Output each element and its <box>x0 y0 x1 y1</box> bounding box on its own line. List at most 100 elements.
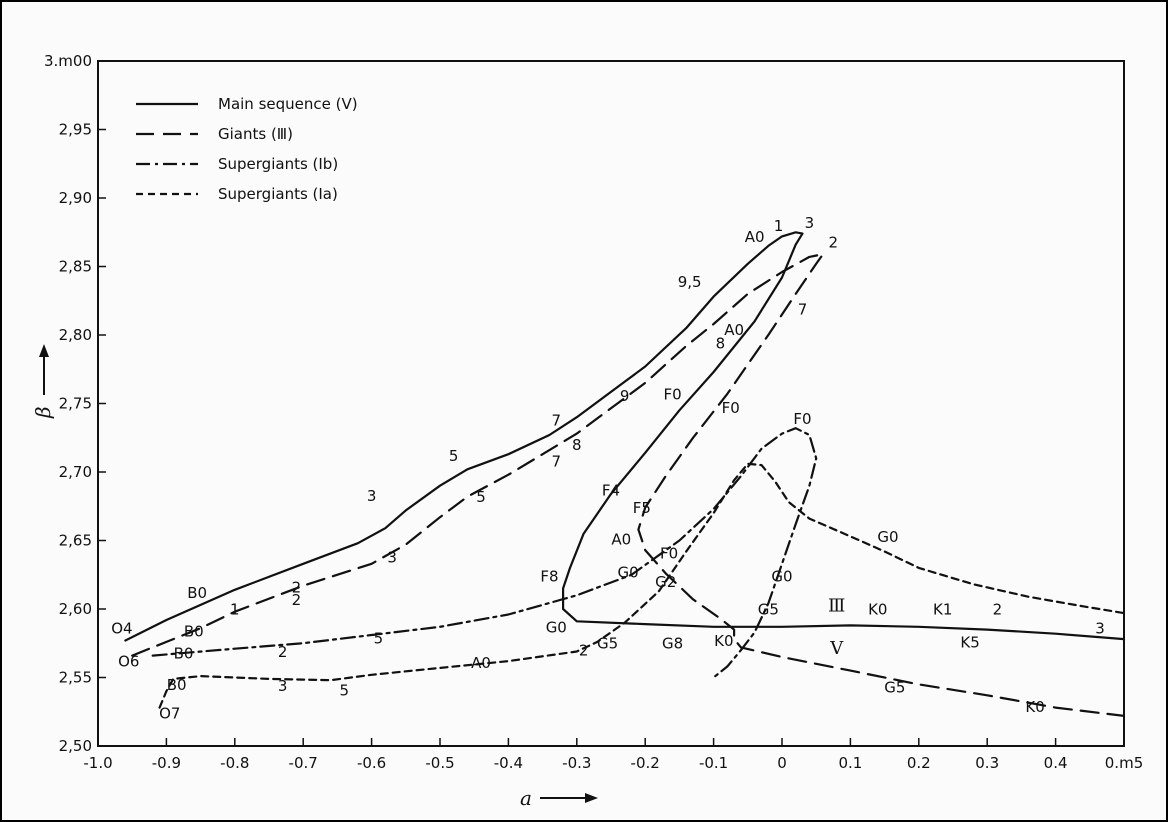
point-label: G0 <box>771 568 792 586</box>
point-label: 3 <box>387 548 397 566</box>
point-label: G0 <box>877 528 898 546</box>
x-tick-label: 0.1 <box>838 754 862 772</box>
point-label: 9 <box>620 387 630 405</box>
point-label: 2 <box>292 591 302 609</box>
point-label: 7 <box>552 411 562 429</box>
point-label: K0 <box>1025 698 1044 716</box>
legend: Main sequence (Ⅴ) Giants (Ⅲ) Supergiants (… <box>136 95 358 203</box>
x-tick-label: -0.4 <box>494 754 523 772</box>
point-label: 3 <box>805 214 815 232</box>
y-tick-label: 2,80 <box>59 326 92 344</box>
series-line-4 <box>158 462 1126 709</box>
region-label: Ⅲ <box>828 596 845 617</box>
point-label: F0 <box>722 399 740 417</box>
y-axis-arrowhead <box>39 344 49 357</box>
series-line-3 <box>151 427 818 679</box>
x-tick-label: -0.5 <box>425 754 454 772</box>
point-label: G5 <box>758 600 779 618</box>
point-label: 7 <box>798 300 808 318</box>
point-label: F5 <box>633 499 651 517</box>
legend-label: Main sequence (Ⅴ) <box>218 95 358 113</box>
series-line-1 <box>124 231 1126 642</box>
point-label: 5 <box>339 681 349 699</box>
point-label: 3 <box>367 487 377 505</box>
point-label: O7 <box>159 705 180 723</box>
point-label: K5 <box>960 633 979 651</box>
point-label: G0 <box>618 563 639 581</box>
x-tick-label: 0.3 <box>975 754 999 772</box>
point-label: G5 <box>884 679 905 697</box>
y-tick-label: 2,90 <box>59 189 92 207</box>
legend-label: Supergiants (Ⅰb) <box>218 155 338 173</box>
point-label: 2 <box>579 642 589 660</box>
x-axis-label: a <box>520 786 532 810</box>
axes-frame: -1.0 -0.9 -0.8 -0.7 -0.6 -0.5 -0.4 -0.3 -0.2 -0.1… <box>44 52 1143 772</box>
point-label: O6 <box>118 653 139 671</box>
x-tick-label: 0.m5 <box>1105 754 1143 772</box>
point-label: 3 <box>278 677 288 695</box>
point-label: F4 <box>602 481 620 499</box>
x-tick-label: 0.4 <box>1044 754 1068 772</box>
point-label: 1 <box>774 217 784 235</box>
y-tick-label: 3.m00 <box>44 52 92 70</box>
point-label: F8 <box>540 568 558 586</box>
point-label: B0 <box>167 676 187 694</box>
legend-label: Giants (Ⅲ) <box>218 125 293 143</box>
point-label: 5 <box>476 488 486 506</box>
x-tick-label: -0.6 <box>357 754 386 772</box>
x-axis-arrowhead <box>585 793 598 803</box>
point-label: 8 <box>572 436 582 454</box>
x-tick-label: -0.3 <box>562 754 591 772</box>
point-label: G5 <box>597 635 618 653</box>
point-label: 2 <box>292 579 302 597</box>
y-tick-label: 2,85 <box>59 258 92 276</box>
series-group <box>124 231 1126 717</box>
point-label: 5 <box>449 447 459 465</box>
x-tick-label: -0.9 <box>152 754 181 772</box>
legend-label: Supergiants (Ⅰa) <box>218 185 338 203</box>
point-label: 8 <box>716 335 726 353</box>
x-tick-label: 0 <box>777 754 787 772</box>
point-label: 5 <box>374 629 384 647</box>
point-label: A0 <box>611 531 631 549</box>
y-tick-label: 2,70 <box>59 463 92 481</box>
point-label: 2 <box>993 600 1003 618</box>
point-label: G2 <box>655 573 676 591</box>
point-label: 1 <box>230 600 240 618</box>
y-tick-label: 2,60 <box>59 600 92 618</box>
x-tick-label: 0.2 <box>907 754 931 772</box>
y-tick-label: 2,95 <box>59 121 92 139</box>
point-label: O4 <box>111 620 132 638</box>
point-label: F0 <box>663 385 681 403</box>
point-label: 9,5 <box>678 273 702 291</box>
point-label: K1 <box>933 600 952 618</box>
point-label: K0 <box>714 632 733 650</box>
point-label: 7 <box>552 453 562 471</box>
point-label: A0 <box>745 228 765 246</box>
point-label: K0 <box>868 600 887 618</box>
y-tick-label: 2,65 <box>59 532 92 550</box>
x-tick-label: -0.2 <box>631 754 660 772</box>
point-label: 2 <box>278 643 288 661</box>
y-tick-label: 2,50 <box>59 737 92 755</box>
y-tick-label: 2,55 <box>59 669 92 687</box>
point-label: F0 <box>660 544 678 562</box>
point-label: G8 <box>662 635 683 653</box>
series-line-2 <box>131 253 1126 717</box>
point-label: A0 <box>471 654 491 672</box>
point-label: G0 <box>546 618 567 636</box>
point-label: B0 <box>184 622 204 640</box>
x-tick-label: -1.0 <box>83 754 112 772</box>
point-label: 3 <box>1095 620 1105 638</box>
point-label: B0 <box>174 644 194 662</box>
point-label: F0 <box>793 410 811 428</box>
y-axis-label: β <box>31 406 55 419</box>
point-label: B0 <box>187 584 207 602</box>
point-label: 2 <box>829 233 839 251</box>
x-tick-label: -0.1 <box>699 754 728 772</box>
region-label: Ⅴ <box>829 638 844 659</box>
x-tick-label: -0.7 <box>289 754 318 772</box>
point-label: A0 <box>724 321 744 339</box>
